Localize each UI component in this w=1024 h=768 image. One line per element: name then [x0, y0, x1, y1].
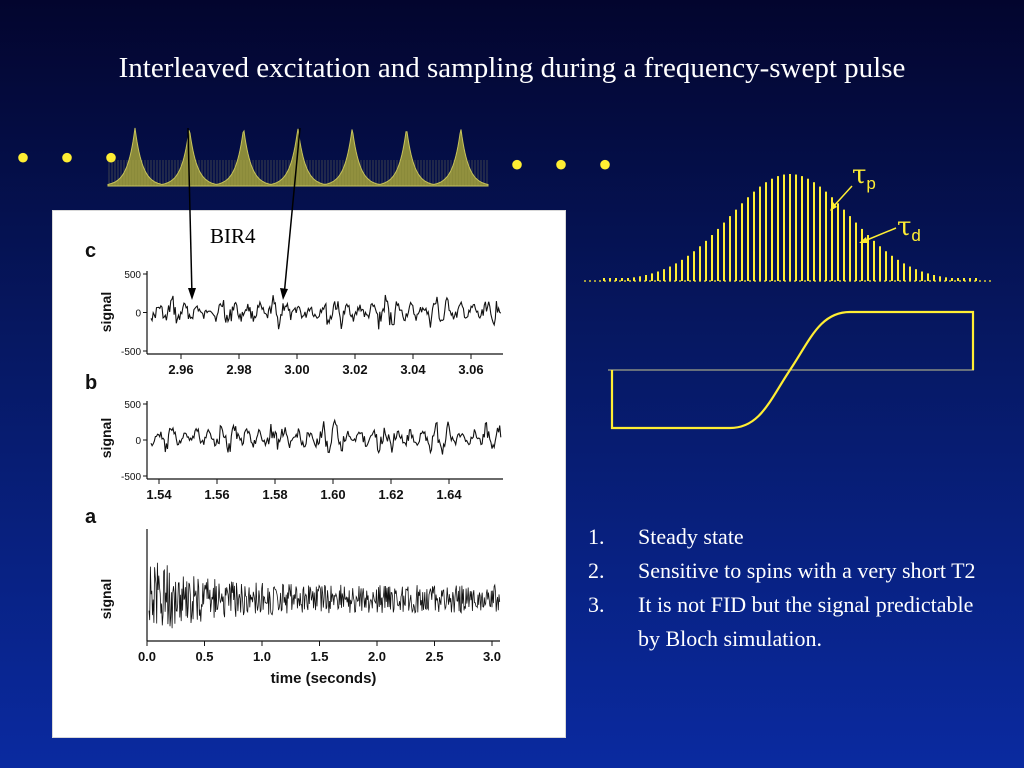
tau-d-label: τd: [897, 212, 921, 245]
panel-label: a: [85, 506, 97, 528]
x-tick-label: 1.56: [204, 487, 229, 502]
panel-label: c: [85, 240, 96, 262]
slide-title: Interleaved excitation and sampling duri…: [118, 52, 906, 84]
y-tick-label: 0: [135, 436, 141, 447]
x-tick-label: 1.0: [253, 649, 271, 664]
x-tick-label: 1.64: [436, 487, 462, 502]
tau-p-label: τp: [852, 160, 876, 193]
x-tick-label: 1.54: [146, 487, 172, 502]
axis-ylabel: signal: [98, 579, 114, 619]
x-tick-label: 2.0: [368, 649, 386, 664]
figure-panel-b: b signal 500 0 -500 1.54 1.56 1.58 1.60 1.62 1.64: [85, 372, 503, 502]
signal-trace: [150, 294, 502, 330]
pulse-train-diagram: [107, 127, 489, 187]
y-tick-label: -500: [121, 347, 141, 358]
x-tick-label: 2.98: [226, 362, 251, 377]
list-item: 3. It is not FID but the signal predictab…: [588, 592, 974, 651]
y-tick-label: 0: [135, 309, 141, 320]
frequency-sweep-diagram: [608, 310, 975, 430]
key-points-list: 1. Steady state 2. Sensitive to spins with…: [588, 520, 988, 656]
signal-trace: [148, 562, 501, 629]
signal-trace: [150, 418, 502, 455]
ellipsis-dots-right: • • •: [510, 142, 623, 187]
y-tick-label: 500: [124, 270, 141, 281]
x-tick-label: 2.5: [425, 649, 443, 664]
list-item: 1. Steady state: [588, 524, 744, 549]
y-tick-label: 500: [124, 400, 141, 411]
x-tick-label: 3.00: [284, 362, 309, 377]
ellipsis-dots-left: • • •: [16, 135, 129, 180]
axis-xlabel: time (seconds): [271, 670, 377, 687]
pulse-envelope: [107, 127, 489, 187]
x-tick-label: 2.96: [168, 362, 193, 377]
x-tick-label: 1.62: [378, 487, 403, 502]
x-tick-label: 0.0: [138, 649, 156, 664]
list-item: 2. Sensitive to spins with a very short T…: [588, 558, 976, 583]
x-tick-label: 3.06: [458, 362, 483, 377]
figure-panel-c: c signal 500 0 -500 2.96 2.98 3.00 3.02 3.04 3.06: [85, 240, 503, 377]
x-tick-label: 0.5: [195, 649, 213, 664]
x-tick-label: 3.02: [342, 362, 367, 377]
x-tick-label: 3.0: [483, 649, 501, 664]
pulse-shapes: [107, 127, 489, 187]
signal-figure: c signal 500 0 -500 2.96 2.98 3.00 3.02 3.04 3.06 b…: [52, 210, 566, 738]
x-tick-label: 1.5: [310, 649, 328, 664]
figure-panel-a: a signal 0.0 0.5 1.0 1.5 2.0 2.5 3.0 time (second…: [85, 506, 501, 687]
axis-ylabel: signal: [98, 292, 114, 332]
single-pulse-samples: [584, 174, 992, 282]
bir4-label: BIR4: [210, 224, 256, 248]
panel-label: b: [85, 372, 97, 394]
axis-ylabel: signal: [98, 418, 114, 458]
x-tick-label: 3.04: [400, 362, 426, 377]
x-tick-label: 1.60: [320, 487, 345, 502]
y-tick-label: -500: [121, 472, 141, 483]
x-tick-label: 1.58: [262, 487, 287, 502]
